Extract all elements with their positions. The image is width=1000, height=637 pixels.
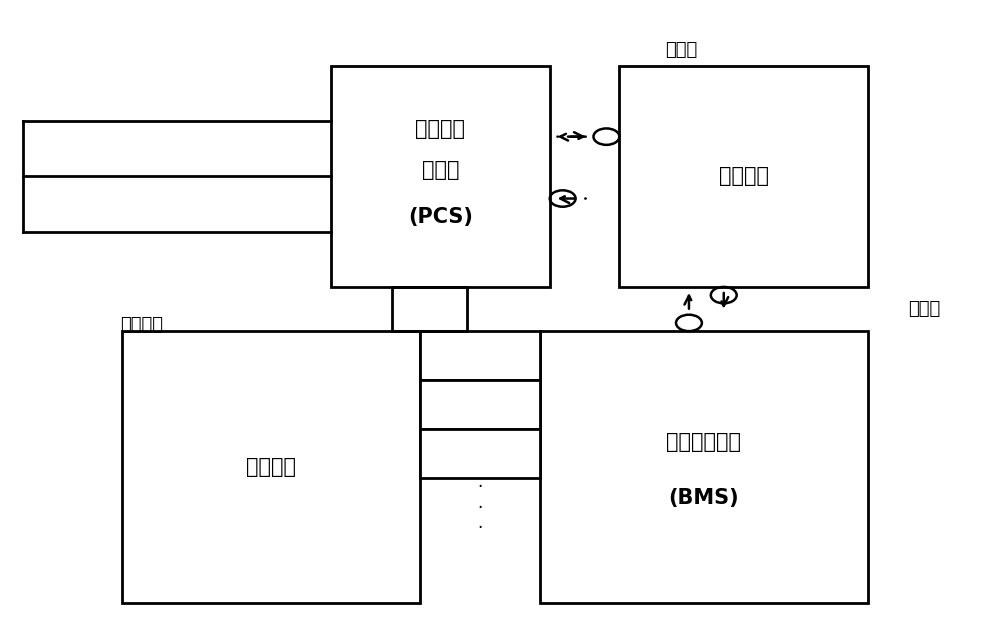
Text: 变流器: 变流器	[422, 160, 459, 180]
Text: 电池系统: 电池系统	[246, 457, 296, 477]
Text: (PCS): (PCS)	[408, 208, 473, 227]
Text: 交流母线: 交流母线	[120, 316, 164, 334]
Bar	[420, 380, 540, 429]
Text: 监控系统: 监控系统	[719, 166, 769, 187]
Bar	[540, 331, 868, 603]
Bar	[331, 66, 550, 287]
Text: 信息流: 信息流	[665, 41, 698, 59]
Text: 电池管理系统: 电池管理系统	[666, 432, 741, 452]
Bar	[122, 331, 420, 603]
Bar	[619, 66, 868, 287]
Text: ·
·
·: · · ·	[477, 478, 483, 538]
Text: 信息流: 信息流	[908, 300, 940, 318]
Text: (BMS): (BMS)	[669, 489, 739, 508]
Text: 储能双向: 储能双向	[415, 119, 465, 139]
Bar	[420, 331, 540, 380]
Bar	[420, 429, 540, 478]
